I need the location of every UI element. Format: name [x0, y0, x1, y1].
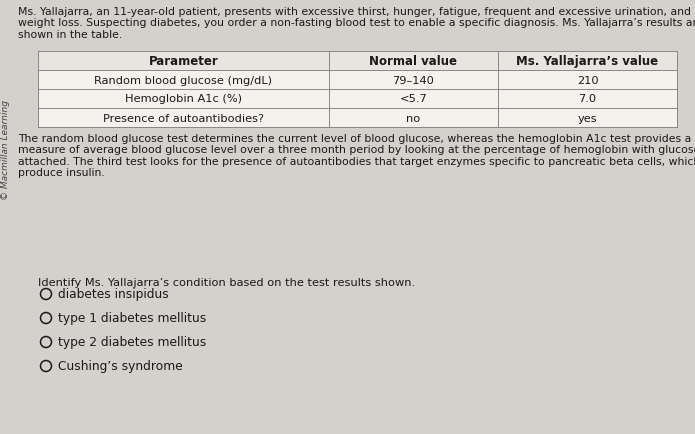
- Text: measure of average blood glucose level over a three month period by looking at t: measure of average blood glucose level o…: [18, 145, 695, 155]
- Text: Normal value: Normal value: [370, 55, 457, 68]
- Text: 210: 210: [577, 76, 598, 85]
- Text: <5.7: <5.7: [400, 94, 427, 104]
- Text: The random blood glucose test determines the current level of blood glucose, whe: The random blood glucose test determines…: [18, 134, 692, 144]
- Text: Identify Ms. Yallajarra’s condition based on the test results shown.: Identify Ms. Yallajarra’s condition base…: [38, 277, 415, 287]
- Text: produce insulin.: produce insulin.: [18, 168, 105, 178]
- Text: diabetes insipidus: diabetes insipidus: [58, 288, 169, 301]
- Text: yes: yes: [578, 113, 598, 123]
- Text: Ms. Yallajarra, an 11-year-old patient, presents with excessive thirst, hunger, : Ms. Yallajarra, an 11-year-old patient, …: [18, 7, 691, 17]
- Text: Hemoglobin A1c (%): Hemoglobin A1c (%): [125, 94, 242, 104]
- Text: © Macmillan Learning: © Macmillan Learning: [1, 100, 10, 200]
- Text: 7.0: 7.0: [578, 94, 596, 104]
- Text: type 1 diabetes mellitus: type 1 diabetes mellitus: [58, 312, 206, 325]
- Text: Random blood glucose (mg/dL): Random blood glucose (mg/dL): [95, 76, 272, 85]
- Bar: [38, 52, 677, 71]
- Text: weight loss. Suspecting diabetes, you order a non-fasting blood test to enable a: weight loss. Suspecting diabetes, you or…: [18, 19, 695, 29]
- Bar: [38, 52, 677, 128]
- Text: Parameter: Parameter: [149, 55, 218, 68]
- Text: no: no: [407, 113, 420, 123]
- Text: 79–140: 79–140: [393, 76, 434, 85]
- Text: Ms. Yallajarra’s value: Ms. Yallajarra’s value: [516, 55, 659, 68]
- Text: type 2 diabetes mellitus: type 2 diabetes mellitus: [58, 336, 206, 349]
- Text: Presence of autoantibodies?: Presence of autoantibodies?: [103, 113, 264, 123]
- Text: shown in the table.: shown in the table.: [18, 30, 122, 40]
- Text: attached. The third test looks for the presence of autoantibodies that target en: attached. The third test looks for the p…: [18, 157, 695, 167]
- Text: Cushing’s syndrome: Cushing’s syndrome: [58, 360, 183, 373]
